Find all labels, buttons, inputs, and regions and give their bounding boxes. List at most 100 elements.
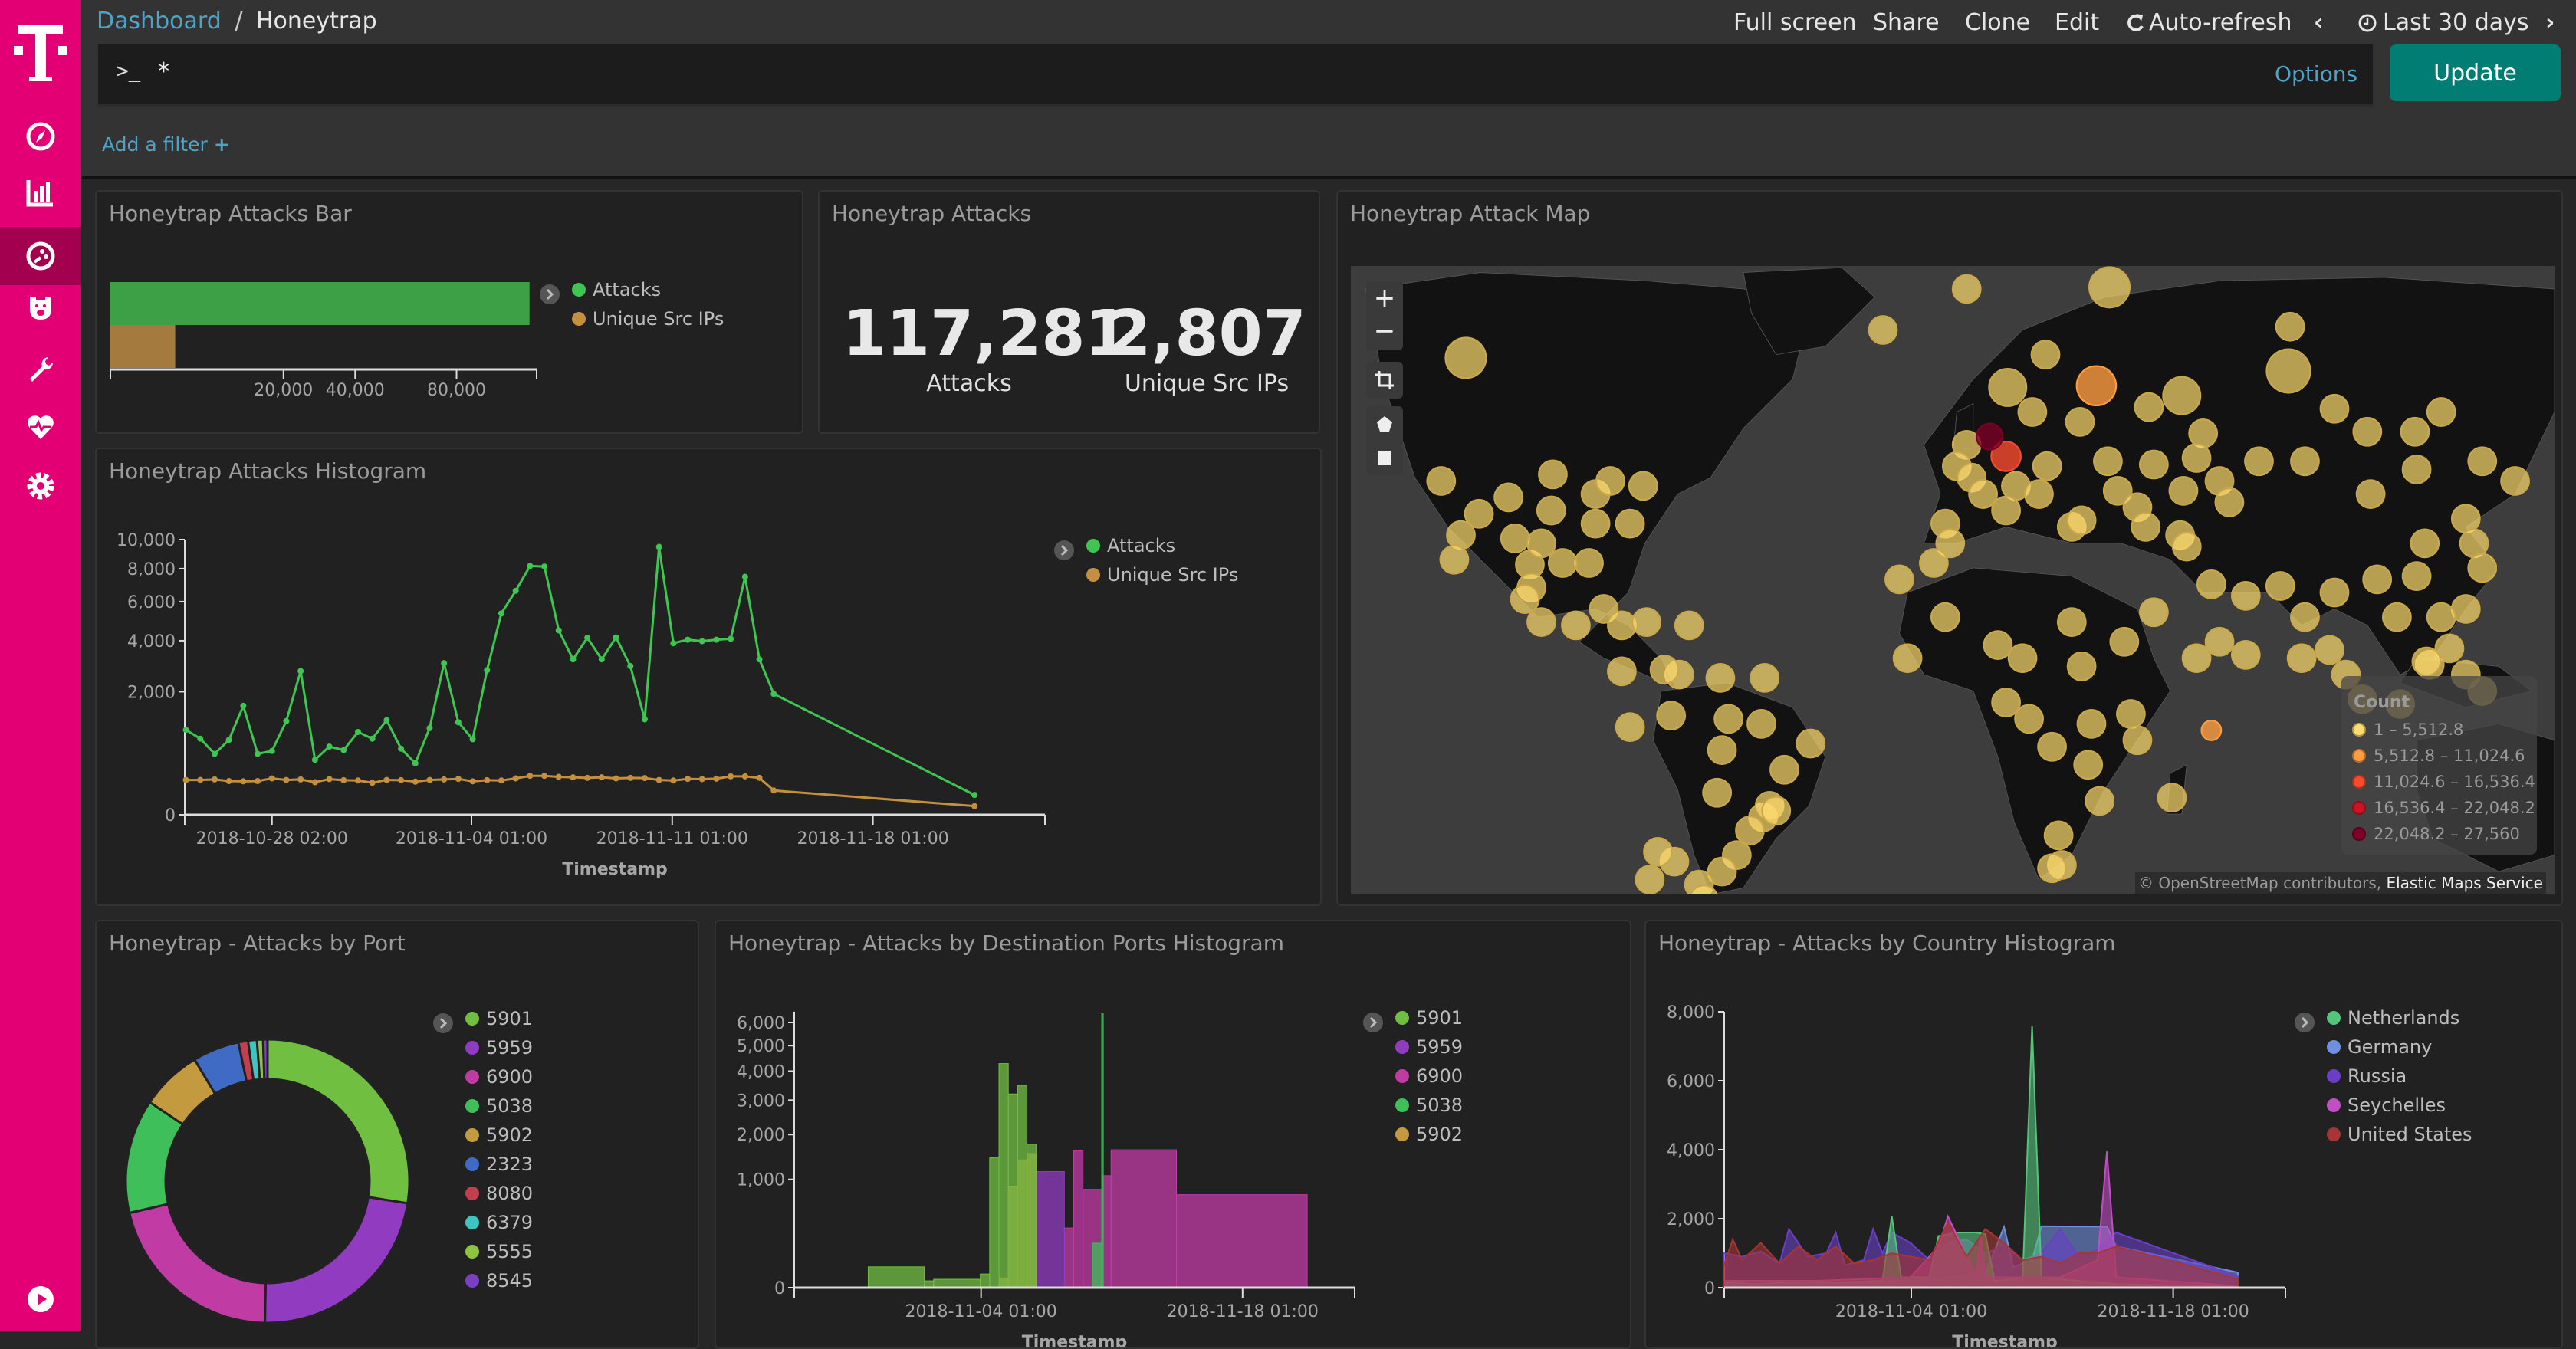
fit-bounds-button[interactable] (1366, 362, 1403, 399)
management-gear-icon[interactable] (0, 457, 81, 515)
attack-location-marker[interactable] (1690, 885, 1718, 894)
attack-location-marker[interactable] (2043, 820, 2074, 851)
attack-location-marker[interactable] (1868, 315, 1898, 345)
legend-item[interactable]: 5959 (1416, 1036, 1463, 1058)
attack-location-marker[interactable] (2032, 451, 2062, 481)
attack-location-marker[interactable] (2230, 580, 2261, 611)
attack-location-marker[interactable] (2181, 443, 2212, 473)
attack-location-marker[interactable] (2411, 646, 2442, 677)
legend-toggle-button[interactable] (1054, 540, 1074, 560)
attack-location-marker[interactable] (2188, 418, 2219, 448)
attack-location-marker[interactable] (2171, 531, 2202, 562)
data-point[interactable] (426, 724, 433, 731)
data-point[interactable] (756, 774, 763, 781)
legend-toggle-button[interactable] (1363, 1013, 1383, 1032)
data-point[interactable] (383, 776, 390, 783)
attack-location-marker[interactable] (1493, 482, 1524, 513)
step-bar-5959[interactable] (1036, 1171, 1065, 1288)
legend-item[interactable]: 5959 (486, 1037, 533, 1059)
data-point[interactable] (369, 780, 376, 786)
attack-location-marker[interactable] (2275, 311, 2305, 342)
zoom-in-button[interactable]: + (1373, 283, 1396, 313)
data-point[interactable] (297, 776, 304, 783)
legend-toggle-button[interactable] (2295, 1013, 2315, 1032)
attack-location-marker[interactable] (2138, 597, 2169, 628)
data-point[interactable] (412, 778, 419, 785)
attack-location-marker[interactable] (2131, 512, 2161, 542)
legend-item[interactable]: 6379 (486, 1212, 533, 1233)
data-point[interactable] (656, 543, 662, 550)
attack-location-marker[interactable] (2168, 475, 2199, 506)
data-point[interactable] (770, 787, 777, 794)
data-point[interactable] (728, 773, 734, 780)
attack-location-marker[interactable] (1991, 688, 2021, 717)
data-point[interactable] (685, 636, 692, 643)
data-point[interactable] (570, 774, 577, 781)
step-bar-5901[interactable] (998, 1063, 1009, 1288)
step-bar-5901[interactable] (1007, 1093, 1018, 1288)
data-point[interactable] (268, 775, 275, 782)
data-point[interactable] (412, 760, 419, 766)
attack-location-marker[interactable] (1761, 796, 1792, 826)
data-point[interactable] (240, 702, 247, 709)
attack-location-marker[interactable] (2014, 704, 2044, 734)
data-point[interactable] (197, 776, 204, 783)
legend-toggle-button[interactable] (433, 1013, 453, 1033)
data-point[interactable] (426, 776, 433, 783)
step-bar-5901[interactable] (867, 1266, 925, 1288)
donut-slice-5901[interactable] (266, 1038, 411, 1205)
attack-location-marker[interactable] (1935, 528, 1966, 559)
bar-unique-src-ips[interactable] (110, 325, 176, 368)
legend-item[interactable]: 6900 (1416, 1065, 1463, 1087)
attack-location-marker[interactable] (2037, 731, 2067, 762)
attack-location-marker[interactable] (1769, 754, 1799, 785)
update-button[interactable]: Update (2390, 44, 2561, 101)
auto-refresh-button[interactable]: Auto-refresh (2126, 9, 2292, 36)
attack-location-marker[interactable] (2162, 376, 2202, 415)
attack-location-marker[interactable] (1635, 865, 1665, 894)
attack-location-marker[interactable] (2266, 348, 2312, 394)
data-point[interactable] (469, 778, 476, 785)
attack-location-marker[interactable] (1464, 498, 1494, 529)
attack-location-marker[interactable] (2065, 407, 2095, 437)
attack-location-marker[interactable] (2037, 853, 2067, 884)
data-point[interactable] (656, 776, 662, 783)
attack-location-marker[interactable] (2024, 479, 2054, 509)
query-bar[interactable]: >_ * Options (98, 44, 2373, 104)
legend-item[interactable]: 5902 (486, 1124, 533, 1146)
data-point[interactable] (598, 774, 605, 781)
query-options-button[interactable]: Options (2275, 61, 2358, 87)
data-point[interactable] (584, 634, 591, 641)
attack-location-marker[interactable] (2450, 504, 2481, 534)
time-picker[interactable]: Last 30 days (2358, 9, 2529, 36)
data-point[interactable] (713, 775, 720, 782)
data-point[interactable] (685, 776, 692, 783)
data-point[interactable] (340, 776, 347, 783)
data-point[interactable] (354, 728, 361, 735)
attribution-ems-link[interactable]: Elastic Maps Service (2386, 874, 2543, 892)
attack-location-marker[interactable] (2426, 397, 2456, 427)
attack-location-marker[interactable] (1983, 630, 2013, 660)
attack-location-marker[interactable] (2467, 553, 2498, 583)
attack-location-marker[interactable] (2450, 594, 2481, 624)
attack-location-marker[interactable] (2204, 626, 2235, 657)
discover-compass-icon[interactable] (0, 107, 81, 166)
data-point[interactable] (541, 773, 548, 780)
attack-location-marker[interactable] (2400, 416, 2430, 447)
legend-item[interactable]: Unique Src IPs (593, 308, 724, 330)
data-point[interactable] (527, 563, 534, 569)
step-bar-5901[interactable] (933, 1278, 981, 1288)
attack-location-marker[interactable] (1892, 643, 1923, 674)
legend-item[interactable]: 5038 (1416, 1095, 1463, 1116)
attack-location-marker[interactable] (1607, 610, 1637, 641)
attack-location-marker[interactable] (2290, 446, 2320, 477)
data-point[interactable] (555, 627, 562, 634)
attack-location-marker[interactable] (1526, 528, 1556, 559)
data-point[interactable] (756, 656, 763, 663)
attack-location-marker[interactable] (2410, 528, 2440, 559)
full-screen-button[interactable]: Full screen (1733, 9, 1857, 36)
data-point[interactable] (512, 587, 519, 594)
legend-item[interactable]: United States (2348, 1124, 2472, 1145)
data-point[interactable] (641, 716, 648, 723)
attack-location-marker[interactable] (2093, 446, 2123, 477)
